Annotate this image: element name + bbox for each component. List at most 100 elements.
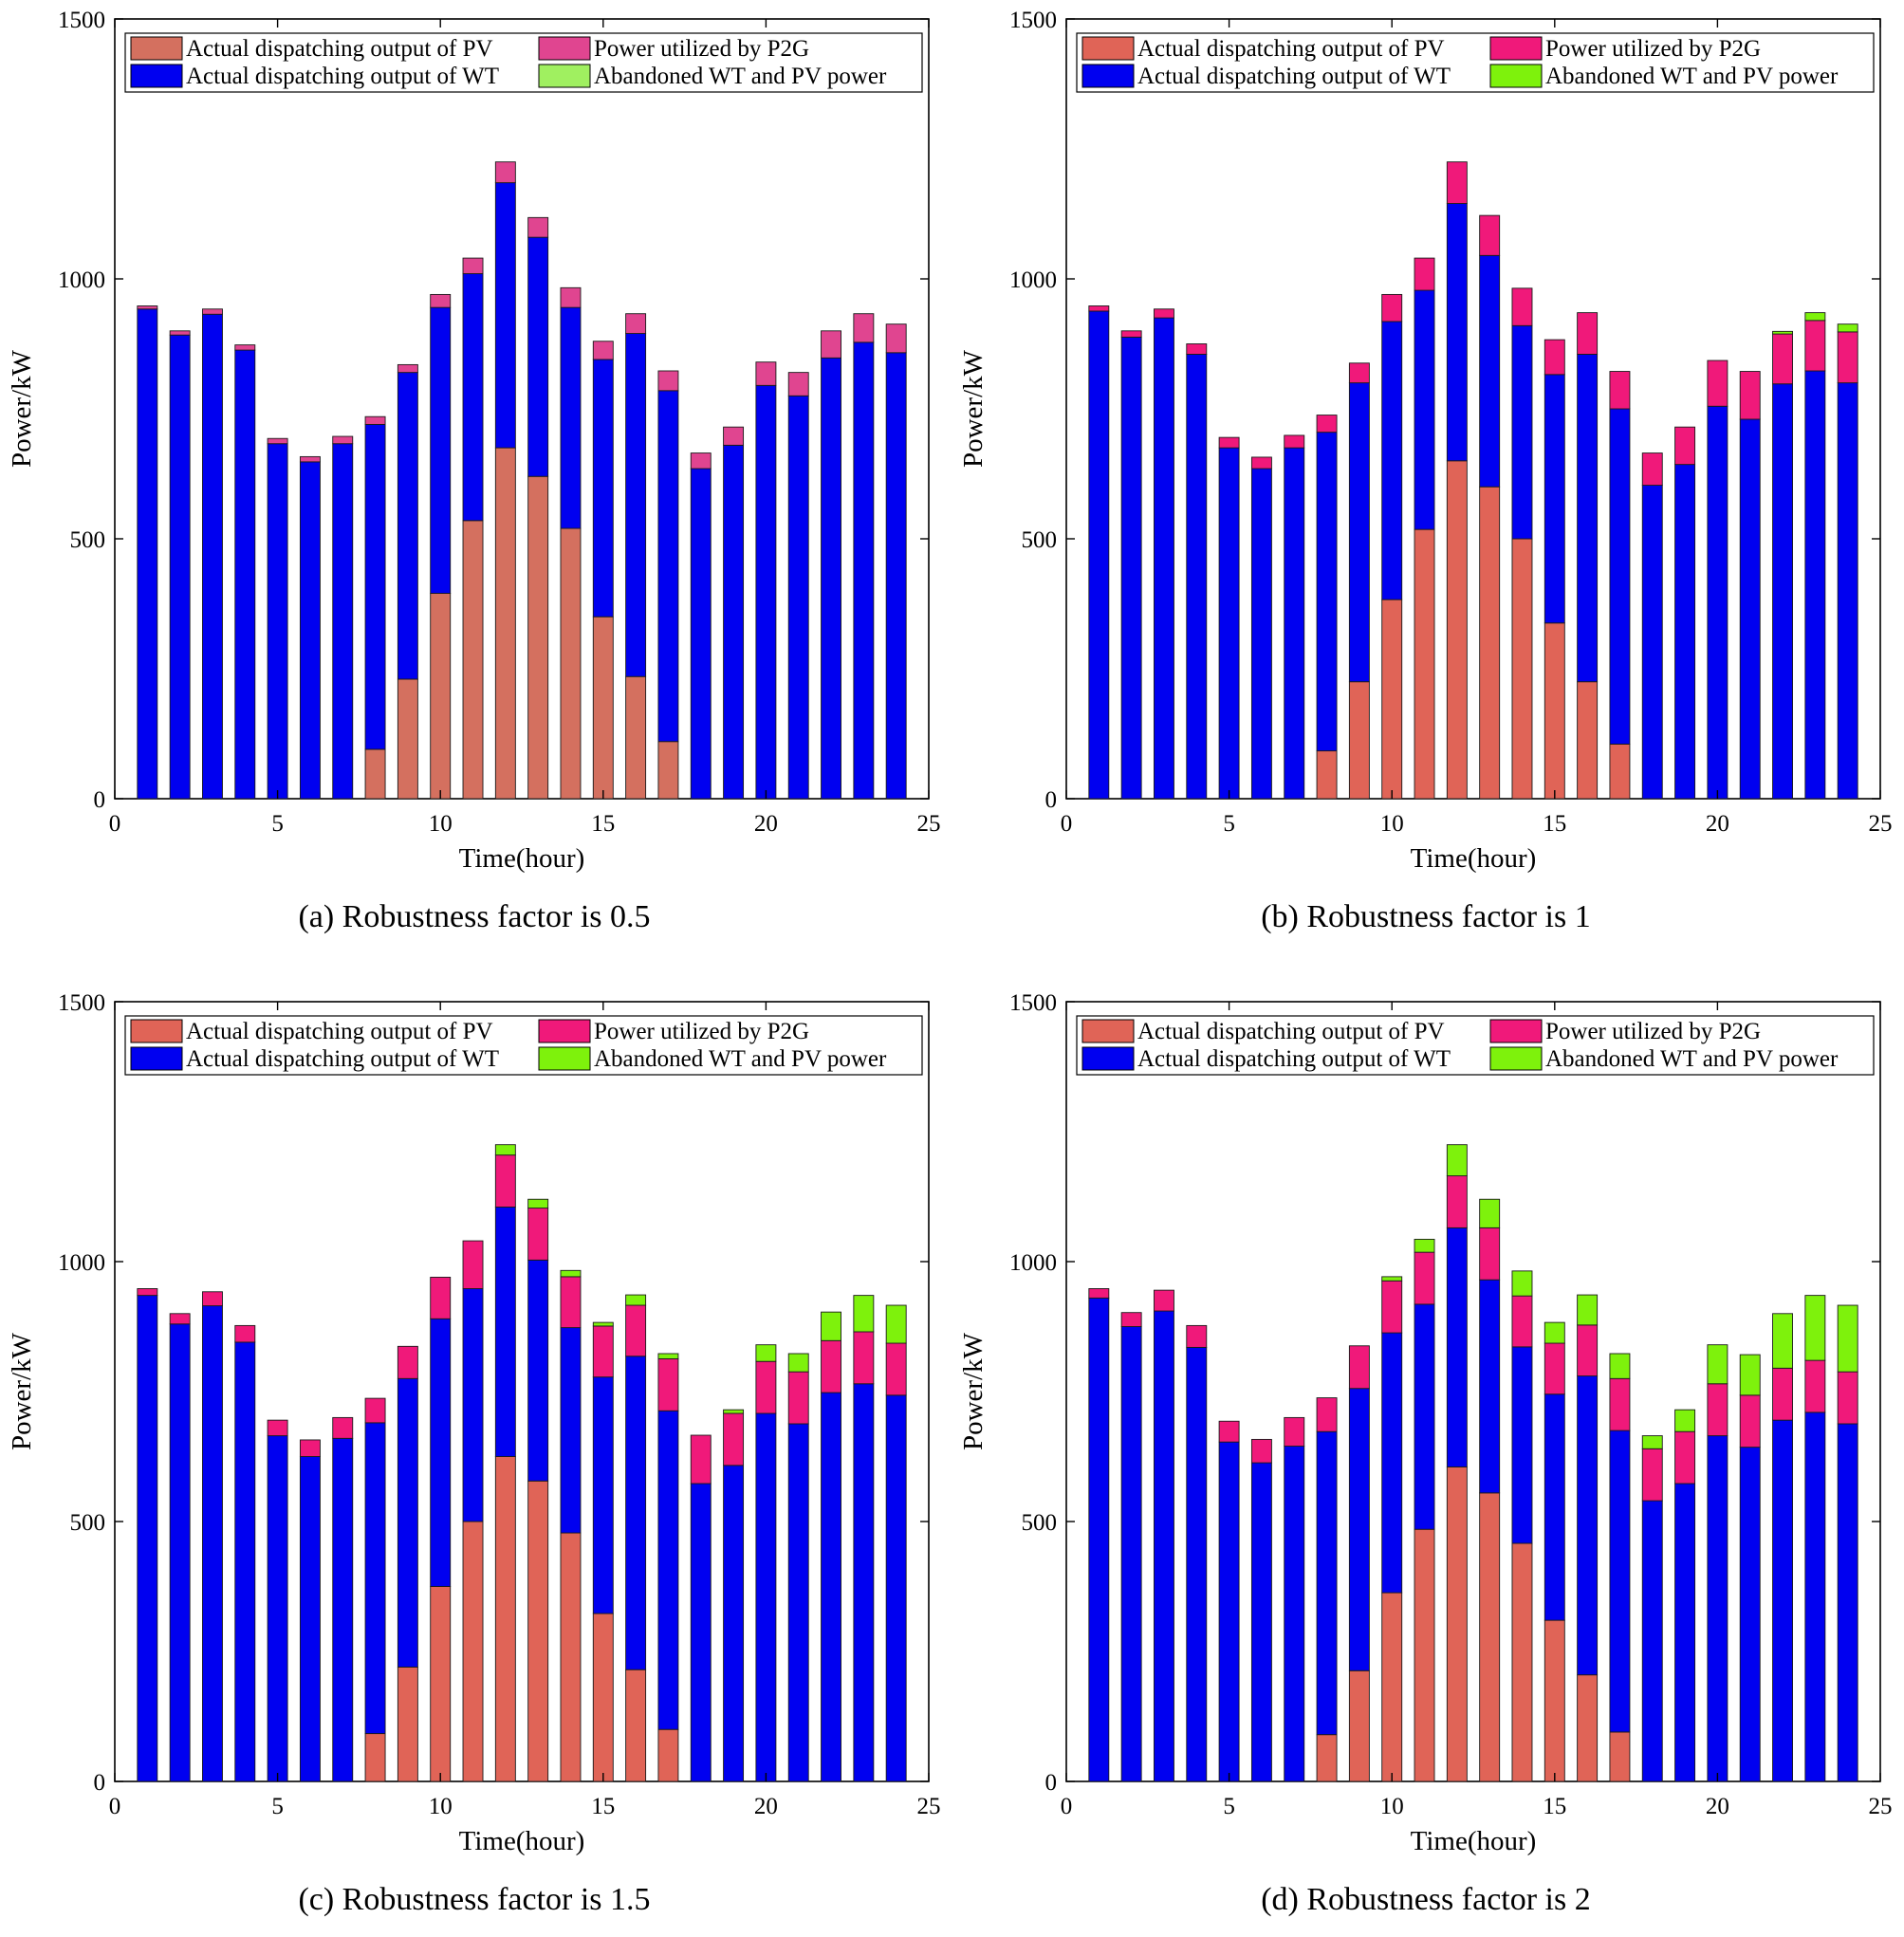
- legend-label: Actual dispatching output of WT: [1137, 64, 1451, 89]
- bar-segment: [1120, 330, 1142, 338]
- bar-segment: [430, 1318, 452, 1587]
- x-tick-label: 15: [591, 1794, 615, 1819]
- x-axis-label: Time(hour): [1411, 843, 1537, 874]
- x-tick-label: 5: [271, 811, 284, 837]
- bar-segment: [1511, 1346, 1533, 1544]
- bar-segment: [1674, 1409, 1696, 1432]
- y-tick-label: 0: [1045, 1770, 1058, 1796]
- legend-swatch: [1081, 36, 1135, 61]
- bar-segment: [234, 349, 256, 800]
- bar-segment: [1414, 1251, 1435, 1305]
- bar-segment: [755, 361, 777, 386]
- bar-segment: [1544, 622, 1565, 800]
- bar-segment: [1381, 1276, 1403, 1282]
- bar-segment: [1414, 528, 1435, 800]
- bar-segment: [1772, 1367, 1793, 1421]
- bar-segment: [592, 1321, 614, 1327]
- y-tick-label: 500: [1022, 1510, 1058, 1536]
- bar-segment: [755, 1360, 777, 1414]
- bar-segment: [755, 1344, 777, 1362]
- bar-segment: [657, 1353, 679, 1359]
- bar-segment: [1544, 1321, 1565, 1344]
- bar-segment: [1641, 452, 1663, 487]
- chart-b: 0 5 10 15 20 25 0 500 1000 1500 Time(hour) Power/kW…: [958, 8, 1893, 874]
- bar-segment: [787, 1423, 809, 1782]
- bar-segment: [1707, 405, 1728, 800]
- legend-box: [124, 32, 923, 93]
- bar-segment: [1088, 1288, 1110, 1299]
- bar-segment: [1186, 354, 1208, 800]
- bar-segment: [332, 435, 354, 445]
- bar-segment: [592, 616, 614, 800]
- legend-label: Actual dispatching output of PV: [186, 1019, 493, 1044]
- x-tick-label: 15: [1543, 811, 1566, 837]
- bar-segment: [592, 359, 614, 618]
- legend-swatch: [1081, 1046, 1135, 1071]
- bar-segment: [1446, 161, 1468, 204]
- bar-segment: [1804, 1359, 1826, 1413]
- bar-segment: [657, 1728, 679, 1782]
- bar-segment: [1414, 1238, 1435, 1253]
- bar-segment: [527, 216, 549, 238]
- bar-segment: [397, 1377, 418, 1668]
- bar-segment: [1641, 1500, 1663, 1782]
- bar-segment: [1837, 1304, 1858, 1373]
- bar-segment: [462, 1240, 484, 1289]
- bar-segment: [1804, 312, 1826, 322]
- bar-segment: [1316, 1397, 1338, 1432]
- bar-segment: [1544, 1393, 1565, 1621]
- x-axis-label: Time(hour): [459, 1826, 585, 1856]
- bar-segment: [625, 313, 647, 334]
- bar-segment: [1837, 1423, 1858, 1782]
- legend-label: Actual dispatching output of PV: [1137, 1019, 1445, 1044]
- bar-segment: [1739, 418, 1761, 800]
- bar-segment: [560, 527, 582, 800]
- bar-segment: [853, 341, 875, 800]
- y-tick-label: 500: [70, 527, 106, 553]
- bar-segment: [527, 1480, 549, 1782]
- legend-label: Power utilized by P2G: [1545, 36, 1761, 62]
- x-tick-label: 10: [1380, 1794, 1404, 1819]
- bar-segment: [657, 370, 679, 392]
- bar-segment: [1479, 1279, 1501, 1494]
- chart-a: 0 5 10 15 20 25 0 500 1000 1500 Time(hour) Power/kW…: [7, 8, 941, 874]
- bar-segment: [137, 1288, 158, 1297]
- bar-segment: [1511, 287, 1533, 326]
- bar-segment: [592, 341, 614, 360]
- bar-segment: [1772, 1313, 1793, 1369]
- bar-segment: [1577, 1294, 1599, 1326]
- y-axis-label: Power/kW: [7, 1332, 37, 1450]
- bar-segment: [560, 306, 582, 529]
- bar-segment: [1511, 324, 1533, 540]
- bar-segment: [1674, 464, 1696, 800]
- bar-segment: [1479, 1227, 1501, 1281]
- bar-segment: [1284, 447, 1305, 800]
- bar-segment: [494, 1154, 516, 1208]
- bar-segment: [1577, 681, 1599, 800]
- bar-segment: [755, 384, 777, 800]
- x-tick-label: 0: [1061, 811, 1073, 837]
- bar-segment: [625, 333, 647, 677]
- caption-b: (b) Robustness factor is 1: [1261, 899, 1591, 934]
- bar-segment: [1511, 1295, 1533, 1348]
- bar-segment: [494, 1456, 516, 1782]
- legend-label: Actual dispatching output of PV: [186, 36, 493, 62]
- bar-segment: [690, 1434, 712, 1485]
- bar-segment: [494, 1144, 516, 1156]
- bar-segment: [853, 1383, 875, 1782]
- legend-label: Power utilized by P2G: [1545, 1019, 1761, 1044]
- bar-segment: [1414, 257, 1435, 291]
- y-tick-label: 0: [94, 787, 106, 813]
- x-tick-label: 0: [109, 811, 121, 837]
- bar-segment: [1479, 1198, 1501, 1228]
- bar-segment: [1154, 1310, 1174, 1782]
- bar-segment: [1772, 333, 1793, 385]
- bar-segment: [397, 1345, 418, 1379]
- bar-segment: [1088, 310, 1110, 800]
- bar-segment: [527, 1198, 549, 1209]
- bar-segment: [560, 1276, 582, 1329]
- bar-segment: [1446, 203, 1468, 462]
- bar-segment: [1381, 1592, 1403, 1782]
- bar-segment: [1479, 486, 1501, 800]
- bar-segment: [234, 1341, 256, 1782]
